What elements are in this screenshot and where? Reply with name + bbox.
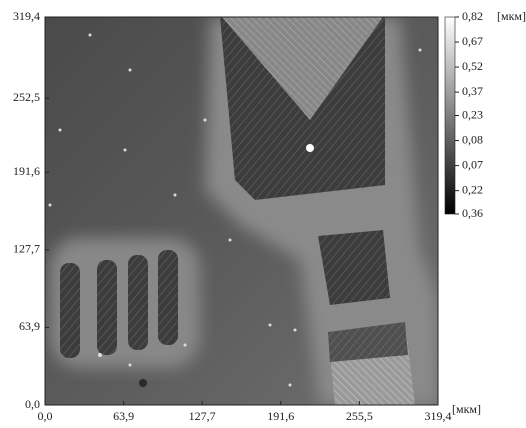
x-unit: [мкм]: [452, 402, 481, 416]
colorbar: [445, 17, 455, 214]
y-tick-label: 0,0: [25, 397, 40, 411]
colorbar-tick-label: 0,67: [462, 34, 483, 48]
colorbar-tick-label: 0,08: [462, 132, 483, 146]
x-tick-label: 63,9: [113, 409, 134, 423]
colorbar-tick-label: 0,23: [462, 107, 483, 121]
x-tick-label: 255,5: [346, 409, 373, 423]
x-tick-label: 319,4: [425, 409, 452, 423]
figure: [мкм] [мкм] 0,0 63,9 127,7 191,6 255,5 319,4 0…: [0, 0, 526, 428]
colorbar-tick-label: 0,37: [462, 84, 483, 98]
y-tick-label: 191,6: [13, 164, 40, 178]
colorbar-tick-label: 0,36: [462, 206, 483, 220]
y-tick-label: 252,5: [13, 90, 40, 104]
x-tick-label: 191,6: [267, 409, 294, 423]
colorbar-tick-label: 0,82: [462, 9, 483, 23]
colorbar-tick-label: 0,52: [462, 59, 483, 73]
colorbar-tick-label: 0,07: [462, 157, 483, 171]
x-tick-label: 0,0: [38, 409, 53, 423]
colorbar-unit: [мкм]: [497, 9, 526, 23]
y-tick-label: 127,7: [13, 242, 40, 256]
colorbar-tick-label: 0,22: [462, 182, 483, 196]
y-tick-label: 63,9: [19, 319, 40, 333]
afm-image: [45, 17, 438, 405]
y-tick-label: 319,4: [13, 9, 40, 23]
x-tick-label: 127,7: [189, 409, 216, 423]
